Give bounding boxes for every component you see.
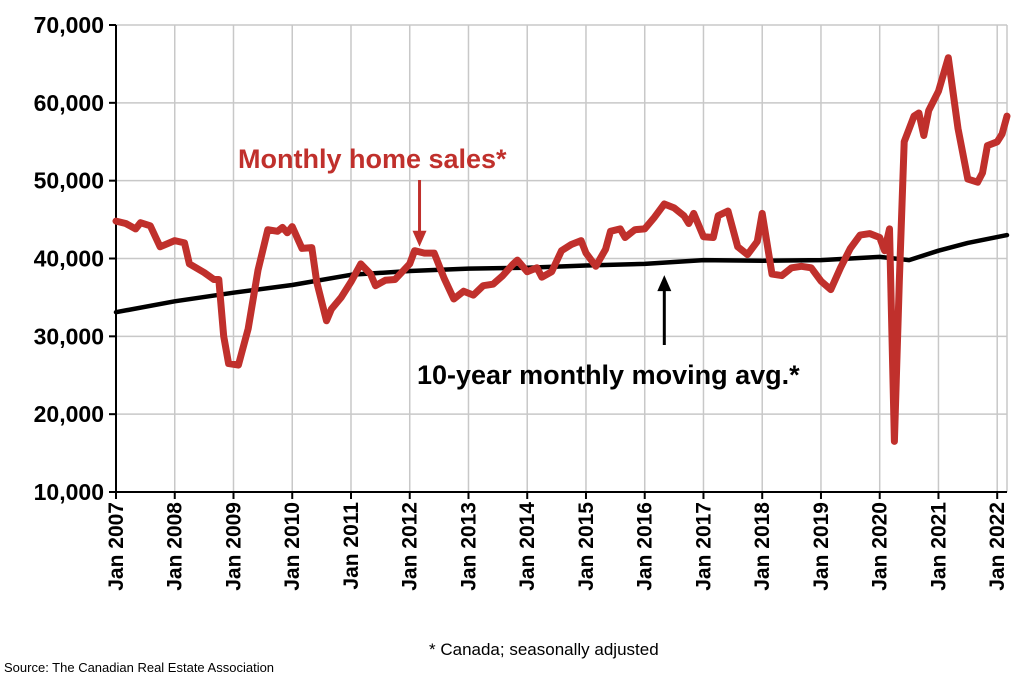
moving-average-line bbox=[113, 232, 1010, 315]
x-tick-label: Jan 2021 bbox=[927, 502, 950, 591]
x-tick-label: Jan 2014 bbox=[516, 502, 539, 591]
x-tick-label: Jan 2020 bbox=[869, 502, 892, 591]
x-tick-label: Jan 2013 bbox=[457, 502, 480, 591]
moving-avg-series-label: 10-year monthly moving avg.* bbox=[417, 360, 800, 390]
moving-avg-arrow-head bbox=[657, 275, 672, 292]
x-tick-label: Jan 2012 bbox=[399, 502, 422, 591]
monthly-home-sales-line bbox=[112, 54, 1011, 445]
y-tick-label: 60,000 bbox=[34, 90, 104, 116]
footnote: * Canada; seasonally adjusted bbox=[429, 640, 659, 659]
y-tick-label: 40,000 bbox=[34, 246, 104, 272]
sales-series-label: Monthly home sales* bbox=[238, 144, 507, 174]
series-lines bbox=[112, 54, 1011, 445]
x-tick-label: Jan 2008 bbox=[164, 502, 187, 591]
axes bbox=[109, 24, 1007, 499]
y-tick-label: 70,000 bbox=[34, 12, 104, 38]
y-tick-label: 30,000 bbox=[34, 323, 104, 349]
x-tick-label: Jan 2022 bbox=[986, 502, 1009, 591]
source-note: Source: The Canadian Real Estate Associa… bbox=[4, 660, 275, 675]
y-tick-labels: 10,000 20,000 30,000 40,000 50,000 60,000 70,0… bbox=[34, 12, 104, 505]
x-tick-label: Jan 2010 bbox=[281, 502, 304, 591]
y-tick-label: 20,000 bbox=[34, 401, 104, 427]
sales-arrow-head bbox=[412, 230, 427, 247]
x-tick-label: Jan 2019 bbox=[810, 502, 833, 591]
x-tick-label: Jan 2007 bbox=[105, 502, 128, 591]
x-tick-label: Jan 2015 bbox=[575, 502, 598, 591]
x-tick-label: Jan 2009 bbox=[222, 502, 245, 591]
y-tick-label: 50,000 bbox=[34, 168, 104, 194]
annotations: Monthly home sales* 10-year monthly movi… bbox=[238, 144, 800, 390]
x-tick-labels: Jan 2007 Jan 2008 Jan 2009 Jan 2010 Jan 2011… bbox=[105, 502, 1009, 591]
y-tick-label: 10,000 bbox=[34, 479, 104, 505]
x-tick-label: Jan 2016 bbox=[634, 502, 657, 591]
x-tick-label: Jan 2018 bbox=[751, 502, 774, 591]
x-tick-label: Jan 2011 bbox=[340, 502, 363, 590]
x-tick-label: Jan 2017 bbox=[692, 502, 715, 591]
